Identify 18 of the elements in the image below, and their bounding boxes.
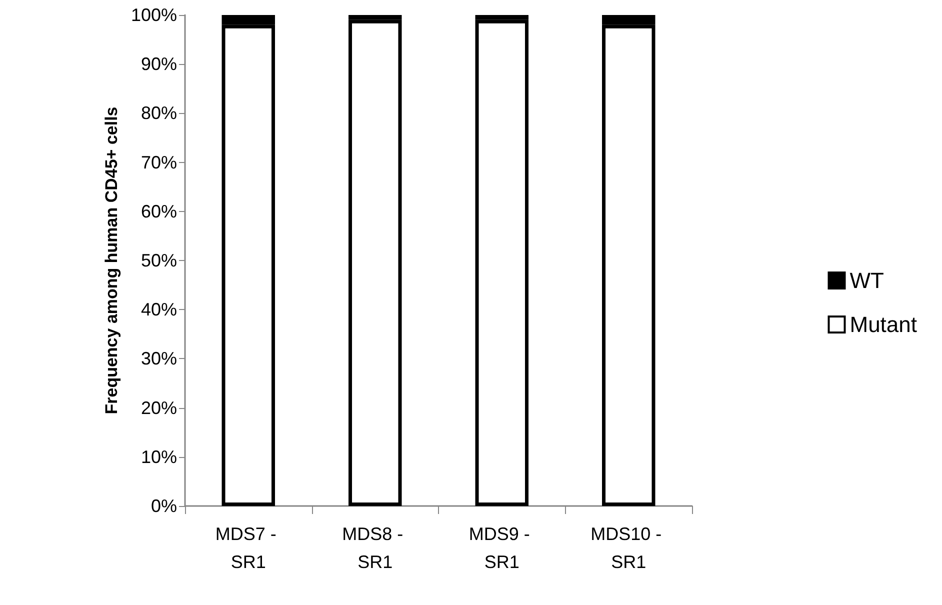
y-tick-label: 40%	[140, 300, 177, 320]
x-tick-label: MDS8 - SR1	[342, 524, 408, 572]
y-axis-title: Frequency among human CD45+ cells	[102, 106, 122, 414]
y-tick-label: 20%	[140, 398, 177, 418]
y-tick-label: 50%	[140, 250, 177, 270]
y-tick-label: 0%	[150, 496, 177, 516]
x-tick-label: MDS9 - SR1	[468, 524, 535, 572]
x-tick-label: MDS7 - SR1	[215, 524, 282, 572]
y-tick-label: 70%	[140, 152, 177, 172]
x-tick-label: MDS10 - SR1	[590, 524, 667, 572]
y-tick-label: 60%	[140, 201, 177, 222]
legend-label: WT	[850, 268, 884, 293]
y-tick-label: 100%	[130, 5, 177, 25]
legend-label: Mutant	[850, 312, 918, 337]
y-tick-label: 90%	[140, 54, 177, 74]
y-tick-label: 10%	[140, 446, 177, 467]
y-tick-label: 30%	[140, 348, 177, 369]
y-tick-label: 80%	[140, 103, 177, 124]
